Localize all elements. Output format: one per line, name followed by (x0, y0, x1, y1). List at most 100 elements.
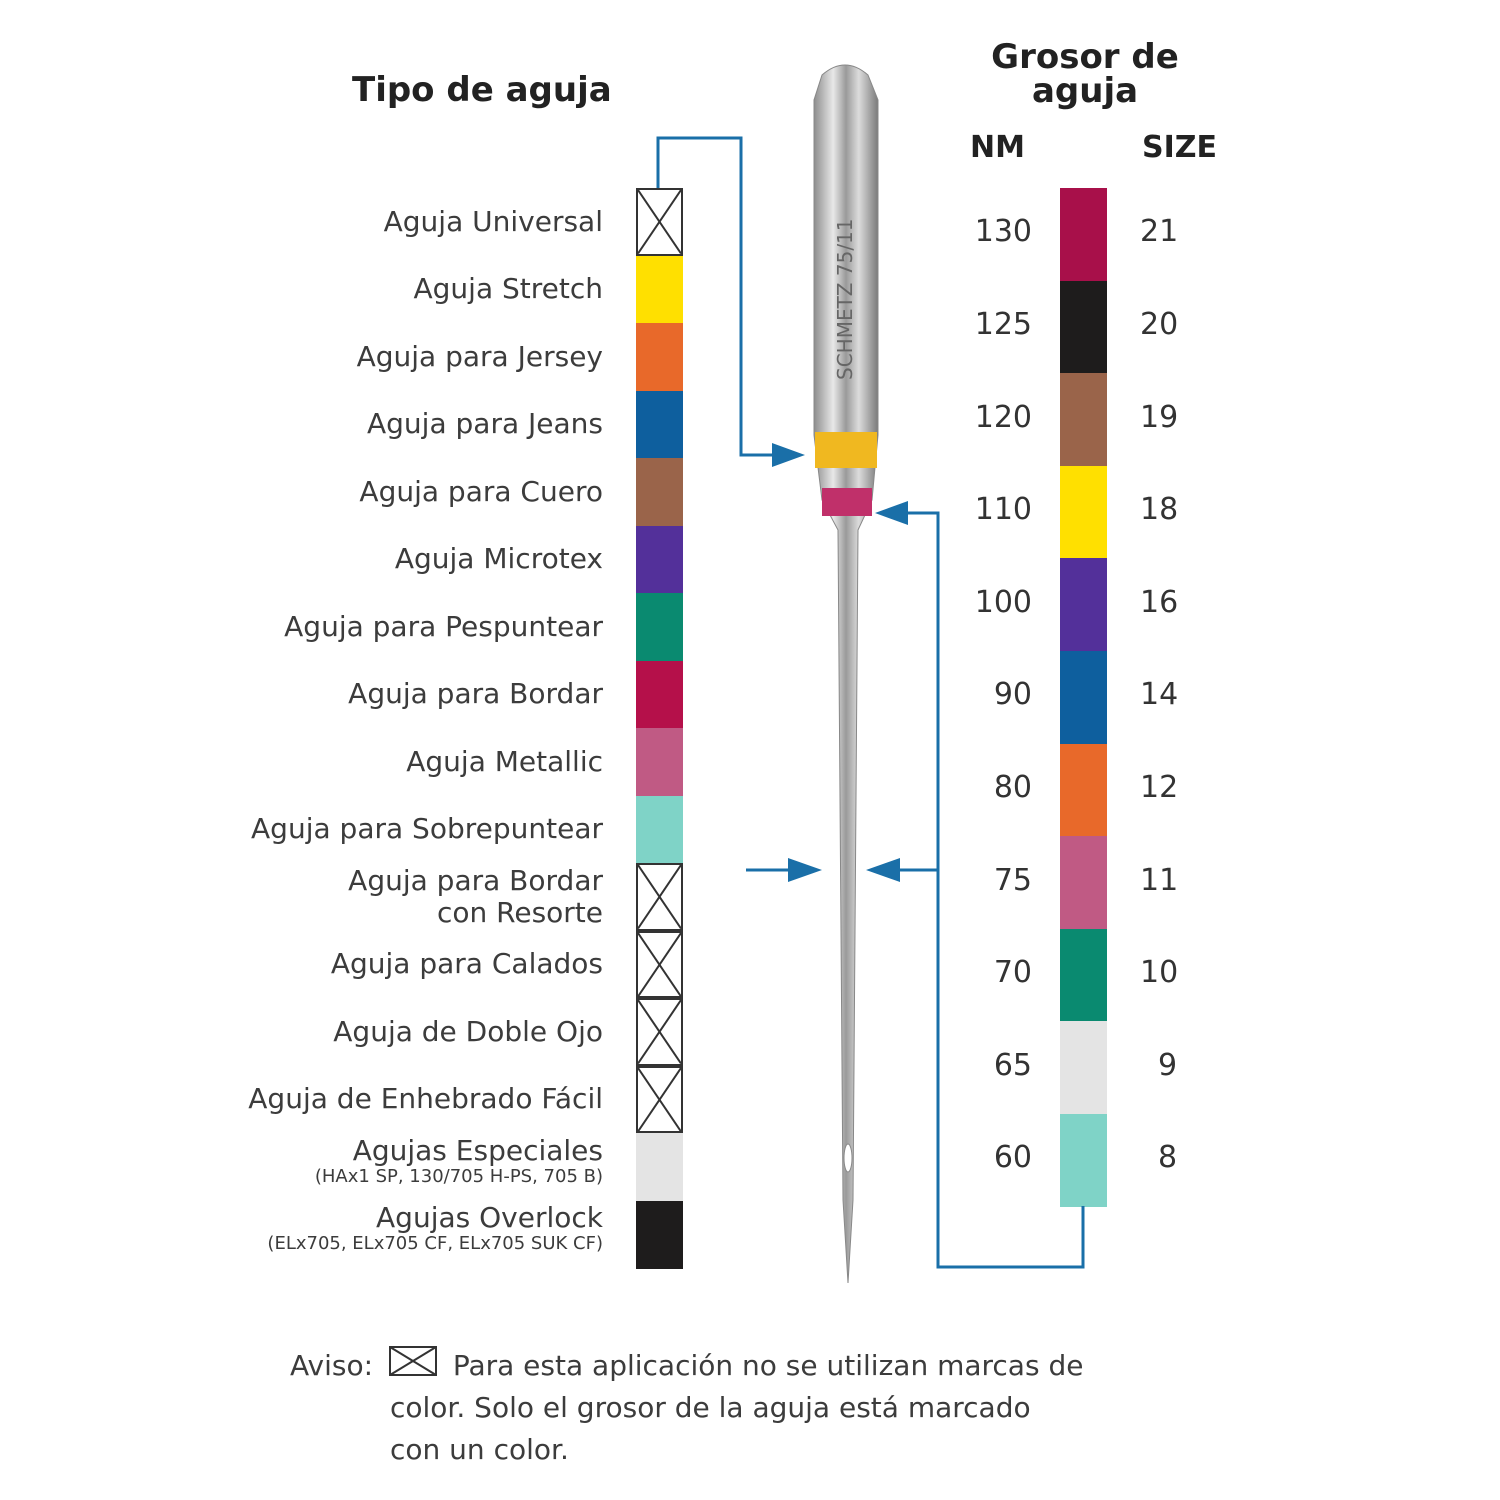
size-color-swatch (1060, 188, 1107, 282)
type-name: Aguja de Doble Ojo (333, 1014, 603, 1048)
type-name: Aguja Universal (383, 204, 603, 238)
size-value: 11 (1140, 862, 1179, 898)
type-color-swatch (636, 795, 683, 864)
type-no-color-swatch (636, 863, 683, 931)
nm-value: 80 (993, 769, 1032, 805)
type-name: Aguja para Jersey (356, 339, 603, 373)
type-name: Aguja de Enhebrado Fácil (248, 1082, 603, 1116)
type-color-swatch (636, 323, 683, 391)
size-color-swatch (1060, 836, 1107, 930)
type-name: Aguja para Jeans (367, 407, 603, 441)
size-color-swatch (1060, 928, 1107, 1022)
notice-line-2: color. Solo el grosor de la aguja está m… (390, 1391, 1031, 1424)
size-color-swatch (1060, 280, 1107, 374)
crossed-box-icon (388, 1346, 437, 1376)
type-label: Aguja para Calados (331, 948, 603, 980)
size-color-swatch (1060, 558, 1107, 652)
arrow-right-icon (788, 858, 822, 882)
nm-value: 120 (974, 399, 1032, 435)
type-color-swatch (636, 1200, 683, 1269)
size-value: 12 (1140, 769, 1179, 805)
type-no-color-swatch (636, 188, 683, 256)
type-label: Aguja para Pespuntear (284, 610, 603, 643)
type-name: Aguja Microtex (394, 542, 603, 576)
type-label: Aguja para Jeans (367, 408, 603, 440)
type-color-swatch (636, 1133, 683, 1201)
crossed-box-icon (638, 190, 681, 254)
type-color-swatch (636, 593, 683, 661)
type-label: Aguja para Jersey (356, 339, 603, 373)
arrows (772, 443, 908, 882)
needle-eye (843, 1143, 853, 1173)
size-value: 8 (1158, 1140, 1178, 1176)
type-name: Aguja Stretch (413, 272, 603, 306)
size-value: 10 (1140, 955, 1179, 991)
needle-engraving: SCHMETZ 75/11 (833, 218, 857, 380)
size-value: 14 (1140, 677, 1179, 713)
crossed-box-icon (638, 865, 681, 929)
crossed-box-icon (638, 1067, 681, 1131)
type-color-swatch (636, 390, 683, 459)
type-name: Aguja para Cuero (359, 474, 603, 508)
arrow-right-icon (772, 443, 805, 467)
type-label: Aguja para Cuero (359, 474, 603, 508)
type-label: Aguja Universal (383, 204, 603, 238)
nm-value: 70 (993, 955, 1032, 991)
thickness-title: Grosor de aguja (991, 37, 1179, 111)
nm-value: 110 (974, 492, 1032, 528)
size-value: 21 (1140, 214, 1179, 250)
arrow-left-icon (866, 858, 900, 882)
type-name: Aguja para Sobrepuntear (251, 812, 603, 846)
type-title: Tipo de aguja (352, 70, 612, 110)
type-label: Aguja para Sobrepuntear (251, 813, 603, 845)
type-no-color-swatch (636, 1065, 683, 1133)
type-label: Aguja Metallic (406, 744, 603, 778)
size-color-swatch (1060, 465, 1107, 559)
nm-value: 90 (993, 677, 1032, 713)
type-label: Aguja Microtex (395, 543, 603, 575)
size-color-swatch (1060, 651, 1107, 745)
nm-value: 130 (974, 214, 1032, 250)
type-label: Agujas Overlock (ELx705, ELx705 CF, ELx70… (267, 1202, 603, 1254)
type-color-swatch (636, 255, 683, 324)
type-name: Agujas Overlock (376, 1201, 603, 1235)
type-label: Aguja de Doble Ojo (333, 1014, 603, 1048)
size-value: 9 (1158, 1047, 1178, 1083)
connector-lines (656, 136, 1085, 1269)
type-name-line-2: con Resorte (436, 895, 603, 929)
type-name: Aguja para Bordar (348, 677, 603, 711)
type-label: Aguja para Bordar con Resorte (348, 863, 603, 929)
size-color-swatch (1060, 1114, 1107, 1208)
type-name: Agujas Especiales (352, 1133, 603, 1167)
type-label: Agujas Especiales (HAx1 SP, 130/705 H-PS,… (315, 1133, 603, 1187)
size-header: SIZE (1142, 130, 1218, 165)
notice-prefix: Aviso: (290, 1349, 374, 1382)
size-color-swatch (1060, 373, 1107, 467)
needle-red-band (822, 488, 872, 516)
notice-line-3: con un color. (390, 1433, 569, 1466)
notice-line-1: Para esta aplicación no se utilizan marc… (452, 1349, 1084, 1382)
nm-header: NM (970, 130, 1025, 165)
type-color-swatch (636, 458, 683, 526)
type-name: Aguja para Calados (330, 947, 603, 981)
type-color-swatch (636, 728, 683, 796)
size-value: 18 (1140, 492, 1179, 528)
notice: Aviso: Para esta aplicación no se utiliz… (290, 1345, 1083, 1471)
type-label: Aguja de Enhebrado Fácil (248, 1083, 603, 1115)
needle: SCHMETZ 75/11 (813, 64, 879, 1284)
type-models: (ELx705, ELx705 CF, ELx705 SUK CF) (267, 1233, 603, 1255)
arrow-left-icon (875, 501, 908, 525)
size-value: 19 (1140, 399, 1179, 435)
nm-value: 60 (993, 1140, 1032, 1176)
type-color-swatch (636, 525, 683, 594)
type-label: Aguja para Bordar (348, 678, 603, 710)
type-color-swatch (636, 660, 683, 729)
type-no-color-swatch (636, 930, 683, 998)
crossed-box-icon (638, 1000, 681, 1064)
size-value: 16 (1140, 584, 1179, 620)
type-name: Aguja para Bordar (348, 863, 603, 897)
size-value: 20 (1140, 306, 1179, 342)
type-name: Aguja Metallic (406, 744, 603, 778)
